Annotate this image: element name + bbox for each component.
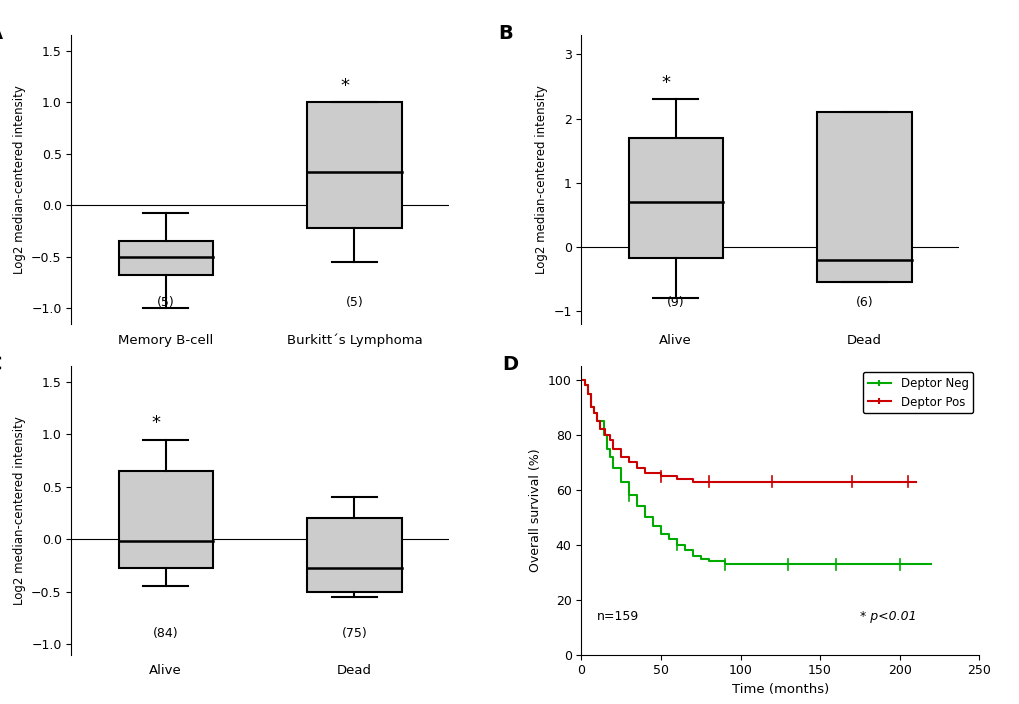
Bar — [118, 241, 213, 275]
Text: (5): (5) — [345, 296, 363, 310]
Bar — [307, 102, 401, 228]
Bar — [307, 518, 401, 592]
Text: (5): (5) — [157, 296, 174, 310]
Text: *: * — [661, 74, 671, 92]
Text: (84): (84) — [153, 627, 178, 641]
Text: *: * — [340, 77, 350, 95]
Y-axis label: Log2 median-centered intensity: Log2 median-centered intensity — [12, 416, 25, 605]
Text: n=159: n=159 — [597, 610, 639, 623]
Text: (75): (75) — [341, 627, 367, 641]
Text: (9): (9) — [666, 296, 684, 309]
Text: D: D — [501, 355, 518, 374]
Text: (6): (6) — [855, 296, 872, 309]
Legend: Deptor Neg, Deptor Pos: Deptor Neg, Deptor Pos — [862, 372, 972, 413]
Bar — [628, 138, 722, 258]
Bar — [118, 471, 213, 567]
Bar — [816, 112, 911, 282]
Y-axis label: Log2 median-centered intensity: Log2 median-centered intensity — [12, 85, 25, 274]
Text: *: * — [152, 415, 161, 432]
Text: A: A — [0, 24, 3, 43]
Text: B: B — [498, 24, 513, 43]
X-axis label: Time (months): Time (months) — [731, 683, 828, 696]
Y-axis label: Overall survival (%): Overall survival (%) — [529, 448, 542, 572]
Text: C: C — [0, 355, 3, 374]
Y-axis label: Log2 median-centered intensity: Log2 median-centered intensity — [534, 85, 547, 274]
Text: * p<0.01: * p<0.01 — [859, 610, 916, 623]
